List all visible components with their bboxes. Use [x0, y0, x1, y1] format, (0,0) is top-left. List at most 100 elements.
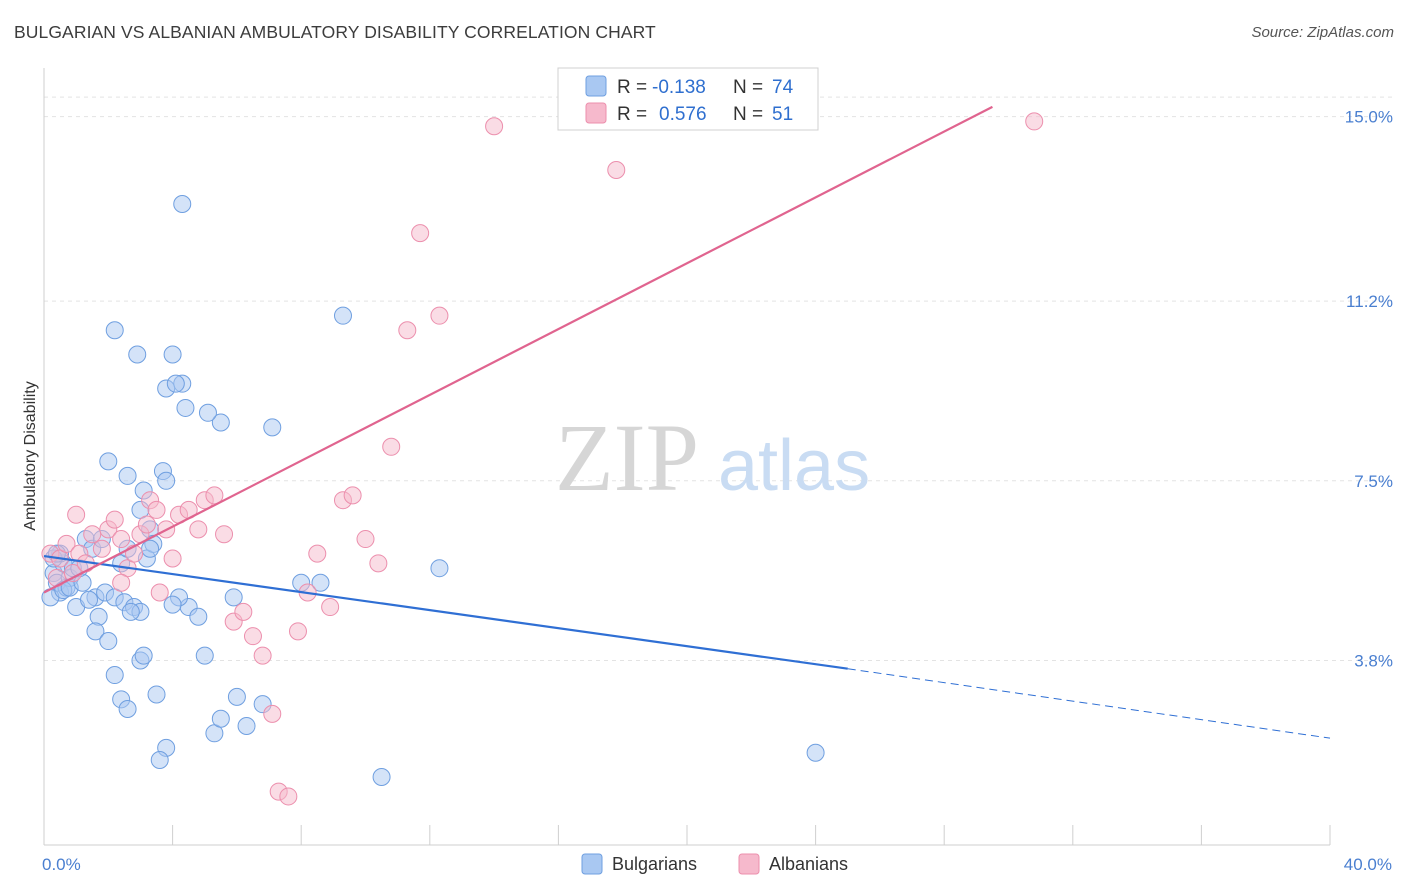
albanian-point — [147, 500, 166, 519]
albanian-point — [253, 646, 272, 665]
albanian-point — [150, 583, 169, 602]
bulgarian-point — [86, 622, 105, 641]
albanian-point — [369, 554, 388, 573]
bulgarian-point — [163, 345, 182, 364]
legend-swatch-bulgarian — [585, 75, 607, 97]
bulgarian-point — [80, 590, 99, 609]
bulgarian-point — [128, 345, 147, 364]
albanian-point — [234, 602, 253, 621]
albanian-point — [205, 486, 224, 505]
legend-n-value-albanian: 51 — [772, 104, 793, 125]
trend-lines — [43, 105, 1331, 739]
bulgarian-point — [157, 471, 176, 490]
bulgarian-point — [166, 374, 185, 393]
albanian-point — [411, 224, 430, 243]
albanian-point — [356, 530, 375, 549]
albanian-point — [215, 525, 234, 544]
bulgarian-point — [430, 559, 449, 578]
bulgarian-point — [118, 700, 137, 719]
albanian-point — [263, 704, 282, 723]
chart-source: Source: ZipAtlas.com — [1251, 24, 1394, 41]
x-ticks — [43, 825, 1331, 845]
bulgarian-point — [99, 452, 118, 471]
bottom-legend-swatch-albanian — [738, 853, 760, 875]
albanian-points — [41, 112, 1044, 806]
bulgarian-point — [147, 685, 166, 704]
bulgarian-point — [311, 573, 330, 592]
albanian-point — [398, 321, 417, 340]
bulgarian-point — [227, 687, 246, 706]
albanian-point — [308, 544, 327, 563]
bulgarian-trend-line — [43, 554, 848, 670]
bottom-legend-label-albanian: Albanians — [769, 854, 848, 874]
y-tick-label: 11.2% — [1346, 292, 1393, 311]
watermark: ZIP atlas — [555, 404, 870, 511]
legend-n-value-bulgarian: 74 — [772, 77, 794, 98]
bottom-legend-label-bulgarian: Bulgarians — [612, 854, 697, 874]
series-legend: Bulgarians Albanians — [581, 853, 848, 875]
stats-legend: R = -0.138 N = 74 R = 0.576 N = 51 — [557, 67, 819, 131]
albanian-point — [57, 534, 76, 553]
bulgarian-point — [237, 717, 256, 736]
albanian-point — [189, 520, 208, 539]
bulgarian-point — [121, 602, 140, 621]
bottom-legend-swatch-bulgarian — [581, 853, 603, 875]
bulgarian-point — [99, 632, 118, 651]
watermark-zip: ZIP — [555, 404, 699, 511]
legend-n-label-bulgarian: N = — [733, 77, 763, 98]
albanian-point — [125, 544, 144, 563]
albanian-point — [92, 539, 111, 558]
albanian-point — [105, 510, 124, 529]
y-tick-label: 3.8% — [1354, 651, 1393, 670]
legend-swatch-albanian — [585, 102, 607, 124]
albanian-point — [83, 525, 102, 544]
albanian-point — [1025, 112, 1044, 131]
albanian-point — [163, 549, 182, 568]
y-tick-labels: 3.8% 7.5% 11.2% 15.0% — [1345, 108, 1393, 671]
bulgarian-point — [173, 194, 192, 213]
albanian-point — [288, 622, 307, 641]
bulgarian-point — [189, 607, 208, 626]
legend-r-value-albanian: 0.576 — [659, 104, 707, 125]
legend-n-label-albanian: N = — [733, 104, 763, 125]
albanian-trend-line — [43, 105, 993, 594]
bulgarian-point — [105, 666, 124, 685]
albanian-point — [67, 505, 86, 524]
bulgarian-point — [163, 595, 182, 614]
legend-r-label-albanian: R = — [617, 104, 647, 125]
y-axis-title: Ambulatory Disability — [22, 381, 39, 530]
bulgarian-point — [141, 539, 160, 558]
grid-lines — [44, 96, 1392, 661]
bulgarian-point — [211, 709, 230, 728]
bulgarian-point — [806, 743, 825, 762]
bulgarian-point — [105, 321, 124, 340]
bulgarian-point — [372, 768, 391, 787]
x-tick-label-min: 0.0% — [42, 855, 81, 874]
bulgarian-point — [195, 646, 214, 665]
bulgarian-point — [198, 403, 217, 422]
albanian-point — [279, 787, 298, 806]
albanian-point — [112, 530, 131, 549]
bulgarian-point — [224, 588, 243, 607]
bulgarian-point — [150, 751, 169, 770]
albanian-point — [112, 573, 131, 592]
bulgarian-point — [333, 306, 352, 325]
albanian-point — [243, 627, 262, 646]
chart-title: BULGARIAN VS ALBANIAN AMBULATORY DISABIL… — [14, 22, 656, 42]
albanian-point — [382, 437, 401, 456]
albanian-point — [485, 117, 504, 136]
albanian-point — [137, 515, 156, 534]
albanian-point — [343, 486, 362, 505]
bulgarian-points — [41, 194, 825, 787]
bulgarian-point — [263, 418, 282, 437]
y-tick-label: 15.0% — [1345, 108, 1393, 127]
bulgarian-point — [211, 413, 230, 432]
bulgarian-point — [89, 607, 108, 626]
y-tick-label: 7.5% — [1354, 472, 1393, 491]
bulgarian-point — [176, 398, 195, 417]
x-tick-label-max: 40.0% — [1344, 855, 1392, 874]
watermark-atlas: atlas — [718, 426, 870, 506]
albanian-point — [430, 306, 449, 325]
legend-r-value-bulgarian: -0.138 — [652, 77, 706, 98]
